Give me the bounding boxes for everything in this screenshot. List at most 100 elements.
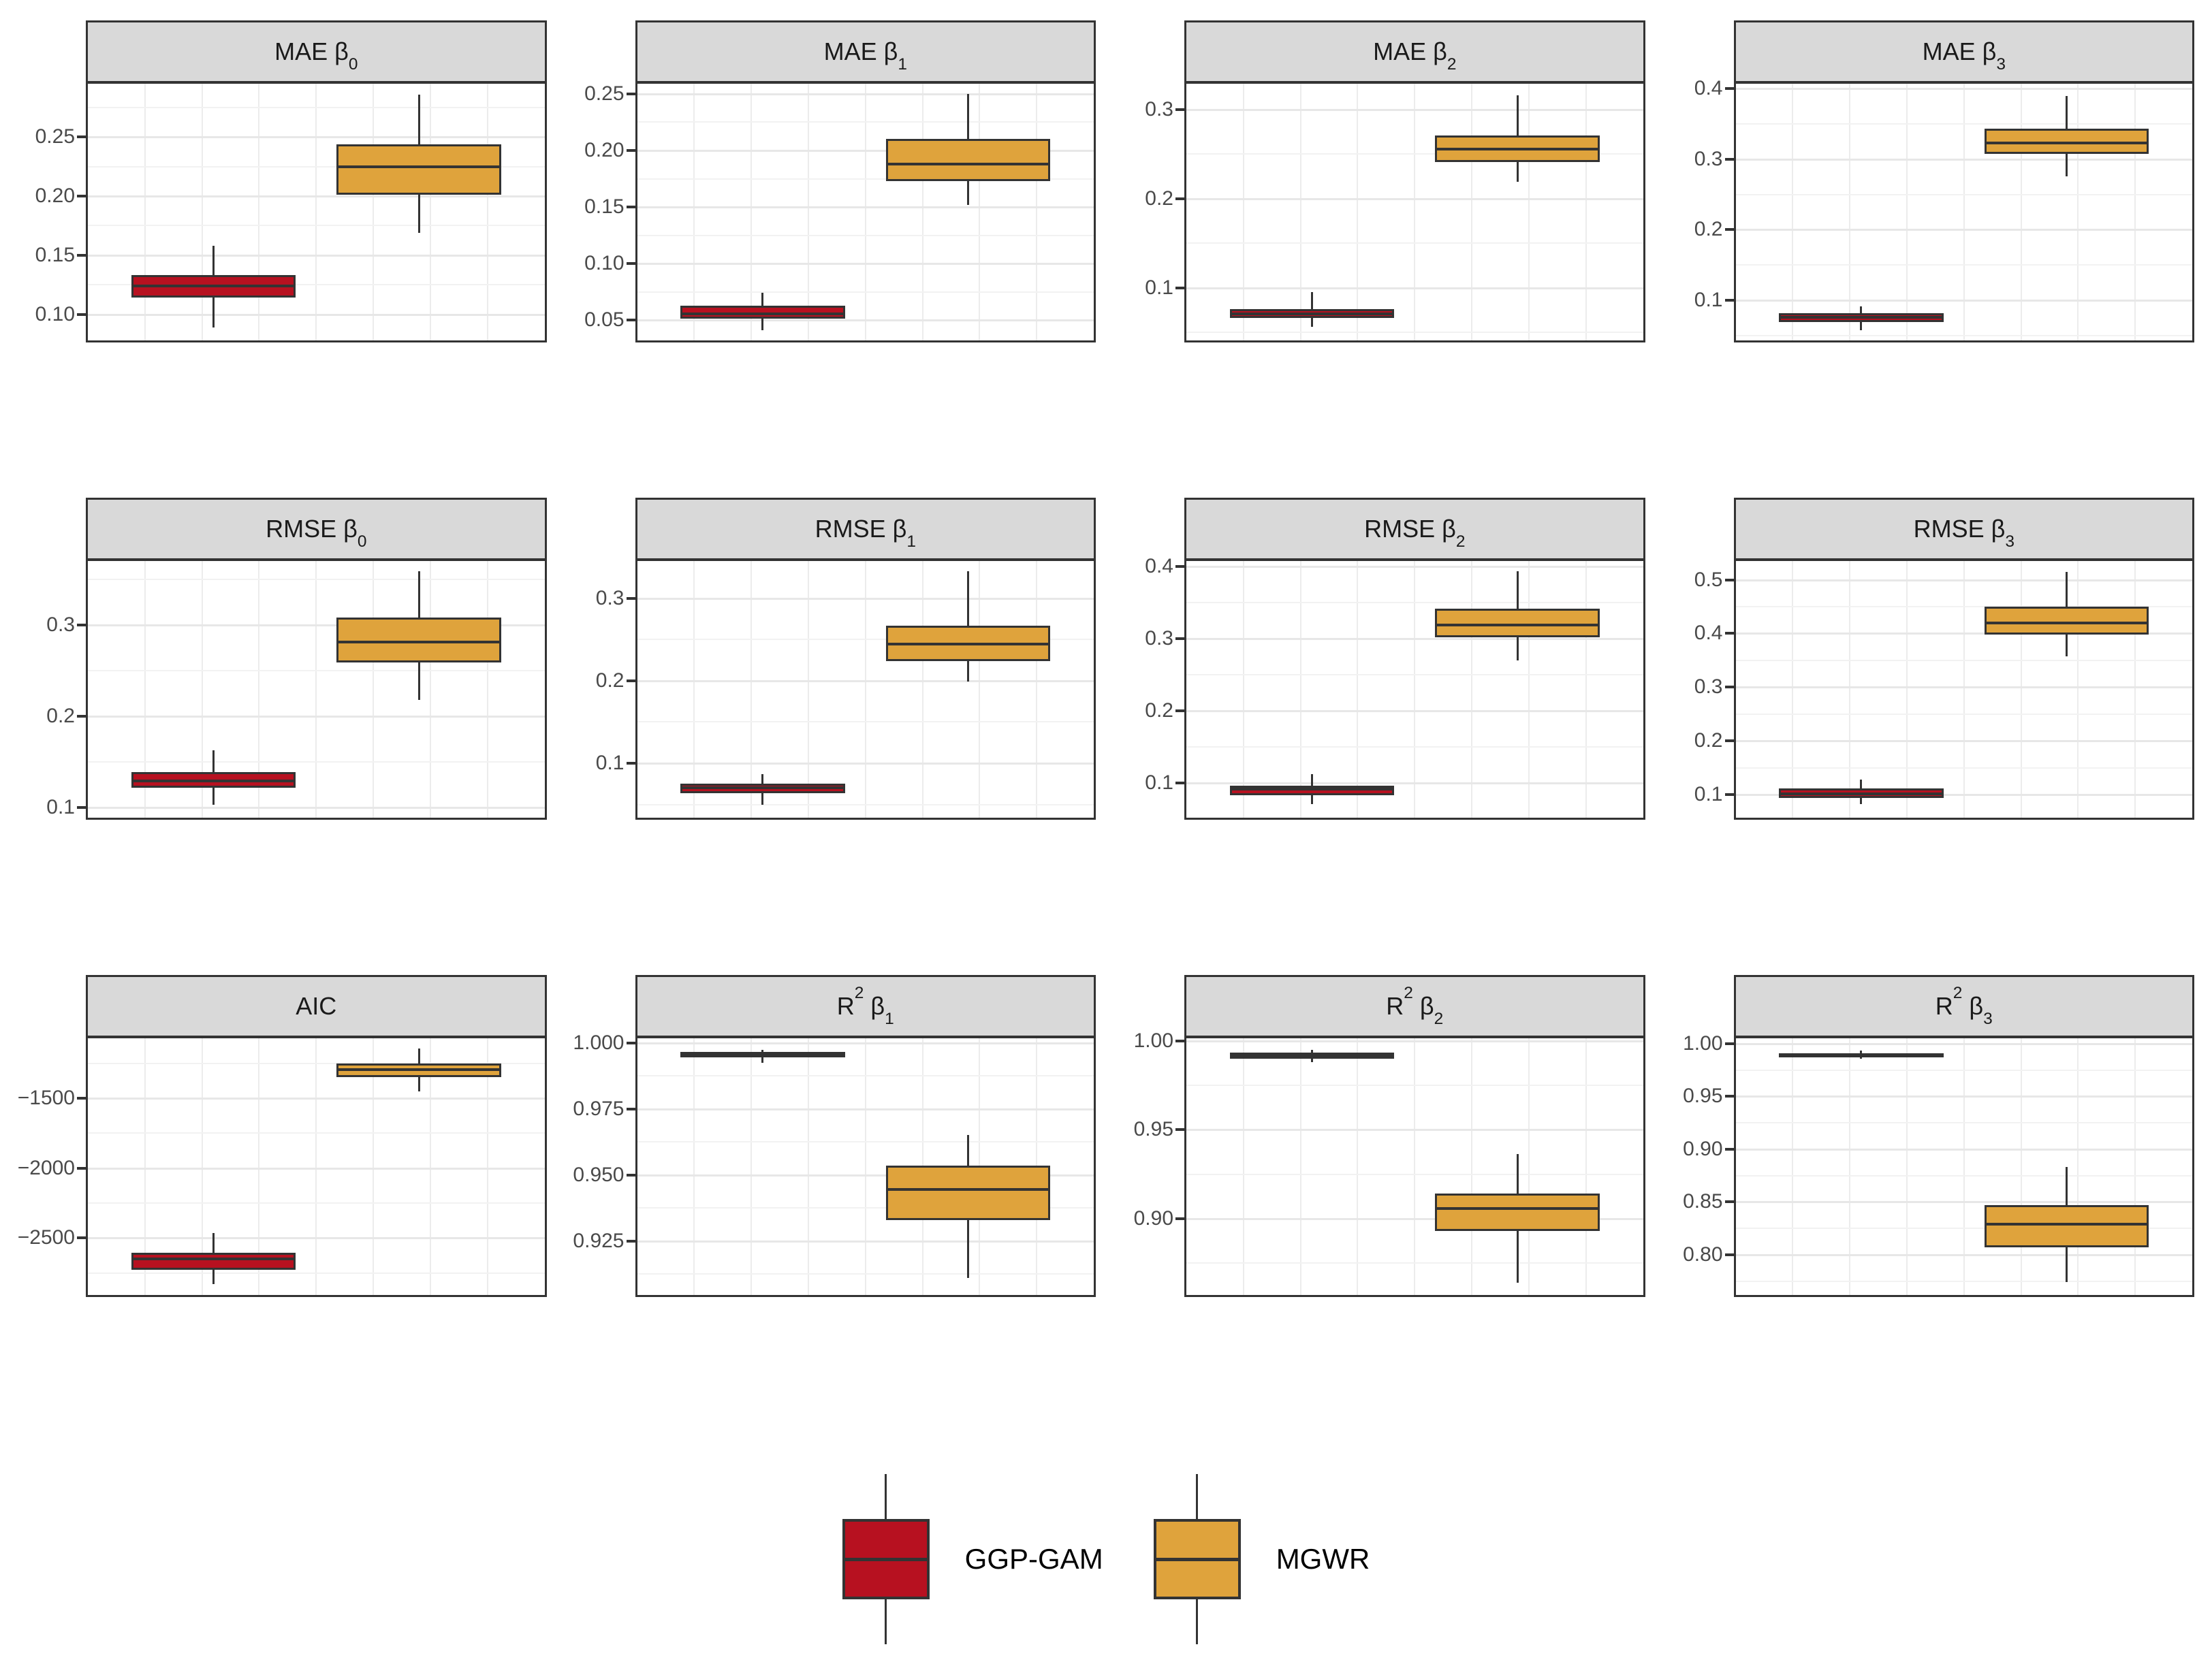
gridline-vertical [979, 84, 981, 340]
boxplot-median [1984, 142, 2149, 144]
facet-title: RMSE β0 [266, 515, 367, 551]
boxplot-box-mgwr [885, 1166, 1051, 1220]
y-tick-mark [1724, 1042, 1734, 1045]
facet-panel-rmse-b0: RMSE β0 [86, 498, 547, 820]
facet-cell-mae-b2: 0.1 0.2 0.3 MAE β2 [1104, 20, 1645, 342]
boxplot-whisker-upper [1516, 95, 1519, 135]
gridline-vertical [2020, 1038, 2022, 1295]
y-tick-label: 0.90 [1683, 1137, 1723, 1160]
gridline-vertical [315, 561, 317, 818]
facet-title: RMSE β2 [1364, 515, 1466, 551]
gridline-vertical [921, 561, 923, 818]
y-tick-mark [1724, 686, 1734, 689]
facet-title: RMSE β1 [815, 515, 916, 551]
y-tick-mark [1175, 286, 1184, 289]
y-tick-mark [626, 1173, 635, 1177]
y-tick-label: 0.80 [1683, 1243, 1723, 1266]
boxplot-median [1229, 787, 1395, 790]
facet-panel-mae-b2: MAE β2 [1184, 20, 1645, 342]
y-tick-label: 0.1 [1694, 288, 1723, 311]
gridline-vertical [1471, 84, 1473, 340]
legend: GGP-GAM MGWR [0, 1471, 2212, 1648]
plot-area-r2-b2 [1186, 1038, 1643, 1295]
gridline-vertical [1242, 561, 1244, 818]
boxplot-whisker-lower [1310, 1059, 1313, 1063]
gridline-vertical [1849, 84, 1851, 340]
boxplot-median [1229, 312, 1395, 315]
gridline-major [88, 1167, 545, 1170]
gridline-vertical [1585, 84, 1587, 340]
facet-cell-r2-b2: 0.90 0.95 1.00 R2 β2 [1104, 975, 1645, 1297]
legend-boxplot-glyph [1153, 1474, 1241, 1644]
y-tick-mark [626, 148, 635, 152]
y-tick-label: 1.00 [1683, 1031, 1723, 1055]
gridline-minor [88, 225, 545, 227]
gridline-minor [88, 284, 545, 286]
boxplot-whisker-lower [417, 1077, 420, 1091]
gridline-vertical [1357, 84, 1359, 340]
y-tick-mark [77, 135, 86, 139]
gridline-major [1186, 1040, 1643, 1042]
gridline-vertical [2134, 84, 2136, 340]
legend-glyph-whisker-upper [885, 1474, 887, 1519]
gridline-major [1735, 1095, 2192, 1098]
y-axis-rmse-b3: 0.1 0.2 0.3 0.4 0.5 [1654, 498, 1734, 820]
gridline-minor [88, 106, 545, 108]
y-tick-label: 0.20 [584, 138, 625, 161]
gridline-vertical [1906, 1038, 1908, 1295]
y-tick-mark [1724, 298, 1734, 302]
gridline-vertical [486, 84, 488, 340]
gridline-minor [88, 1272, 545, 1274]
y-tick-label: 0.90 [1133, 1206, 1173, 1230]
gridline-minor [1186, 153, 1643, 155]
gridline-vertical [1963, 561, 1965, 818]
gridline-minor [88, 1202, 545, 1204]
gridline-major [637, 93, 1094, 95]
facet-title: MAE β0 [274, 37, 358, 74]
gridline-vertical [1299, 561, 1301, 818]
y-tick-mark [1724, 578, 1734, 581]
gridline-vertical [1471, 561, 1473, 818]
facet-panel-rmse-b1: RMSE β1 [635, 498, 1096, 820]
gridline-minor [1735, 1228, 2192, 1230]
gridline-minor [1735, 1174, 2192, 1177]
boxplot-box-mgwr [885, 139, 1051, 181]
y-tick-label: 1.00 [1133, 1029, 1173, 1052]
gridline-major [1186, 566, 1643, 569]
gridline-vertical [2077, 561, 2079, 818]
gridline-vertical [807, 84, 809, 340]
gridline-vertical [2020, 561, 2022, 818]
legend-item-mgwr: MGWR [1153, 1474, 1370, 1644]
gridline-major [1735, 686, 2192, 689]
gridline-vertical [2077, 1038, 2079, 1295]
gridline-minor [1735, 334, 2192, 336]
gridline-minor [88, 578, 545, 580]
y-tick-mark [77, 1097, 86, 1100]
boxplot-whisker-lower [761, 793, 764, 805]
y-tick-mark [1175, 709, 1184, 713]
y-axis-aic: −2500 −2000 −1500 [5, 975, 86, 1297]
y-tick-label: −2500 [17, 1226, 75, 1249]
y-tick-mark [1724, 1200, 1734, 1204]
y-tick-mark [626, 761, 635, 765]
facet-panel-r2-b2: R2 β2 [1184, 975, 1645, 1297]
boxplot-whisker-lower [212, 787, 215, 805]
gridline-minor [1735, 713, 2192, 715]
gridline-minor [637, 721, 1094, 723]
y-tick-label: 0.950 [573, 1163, 625, 1186]
gridline-vertical [486, 1038, 488, 1295]
y-tick-mark [1175, 565, 1184, 569]
gridline-minor [1186, 1085, 1643, 1087]
boxplot-median [885, 162, 1051, 165]
gridline-major [1186, 108, 1643, 111]
gridline-major [88, 1237, 545, 1240]
facet-strip-r2-b2: R2 β2 [1186, 977, 1643, 1038]
facet-title: R2 β3 [1935, 983, 1993, 1028]
gridline-vertical [486, 561, 488, 818]
gridline-major [1186, 638, 1643, 641]
y-tick-label: 0.3 [1145, 97, 1173, 121]
y-tick-label: 0.2 [46, 705, 75, 728]
facet-strip-rmse-b2: RMSE β2 [1186, 500, 1643, 561]
facet-title: MAE β3 [1922, 37, 2006, 74]
gridline-vertical [1036, 84, 1038, 340]
